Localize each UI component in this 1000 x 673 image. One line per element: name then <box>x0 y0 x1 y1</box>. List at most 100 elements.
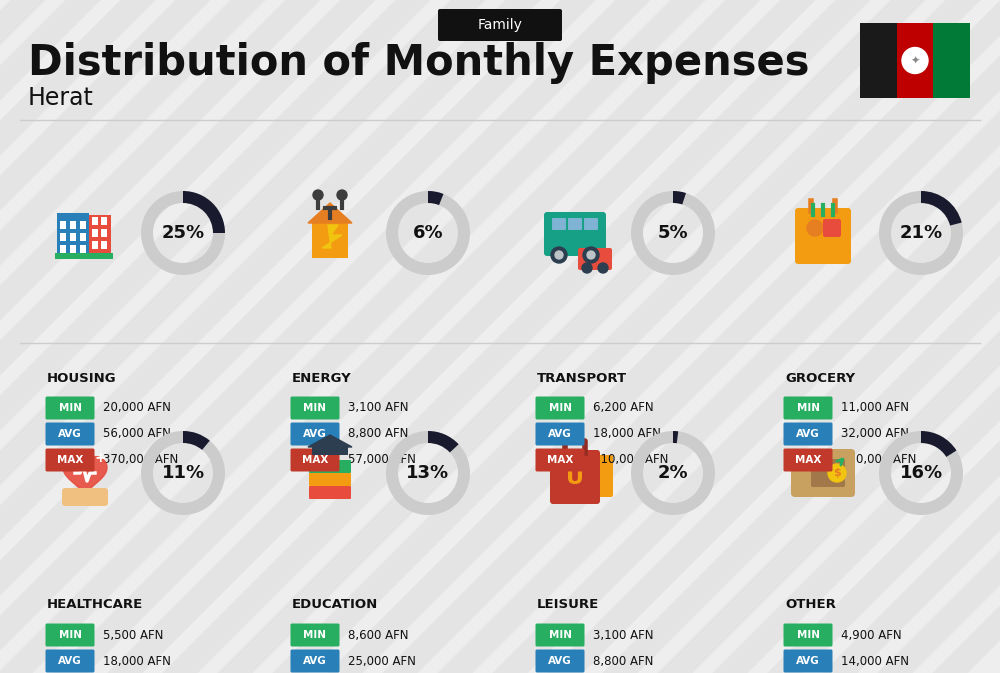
Text: 18,000 AFN: 18,000 AFN <box>593 427 661 441</box>
Text: 6,200 AFN: 6,200 AFN <box>593 402 654 415</box>
FancyBboxPatch shape <box>536 623 584 647</box>
Text: 16%: 16% <box>899 464 943 482</box>
FancyBboxPatch shape <box>89 215 111 253</box>
FancyBboxPatch shape <box>290 649 340 672</box>
FancyBboxPatch shape <box>55 253 113 259</box>
Text: 56,000 AFN: 56,000 AFN <box>103 427 171 441</box>
Text: 8,600 AFN: 8,600 AFN <box>348 629 409 641</box>
FancyBboxPatch shape <box>811 459 845 487</box>
Text: MIN: MIN <box>796 630 820 640</box>
Text: MIN: MIN <box>548 630 572 640</box>
Circle shape <box>583 247 599 263</box>
Wedge shape <box>428 191 443 205</box>
FancyBboxPatch shape <box>860 23 897 98</box>
FancyBboxPatch shape <box>309 473 351 486</box>
Circle shape <box>582 263 592 273</box>
Text: HOUSING: HOUSING <box>47 371 117 384</box>
Polygon shape <box>322 225 342 248</box>
Text: Herat: Herat <box>28 86 94 110</box>
Text: ENERGY: ENERGY <box>292 371 352 384</box>
Text: 25%: 25% <box>161 224 205 242</box>
FancyBboxPatch shape <box>290 423 340 446</box>
Text: 11%: 11% <box>161 464 205 482</box>
Text: AVG: AVG <box>303 429 327 439</box>
FancyBboxPatch shape <box>536 448 584 472</box>
FancyBboxPatch shape <box>290 396 340 419</box>
Text: OTHER: OTHER <box>785 598 836 612</box>
Text: 13%: 13% <box>406 464 450 482</box>
FancyBboxPatch shape <box>80 221 86 229</box>
Text: 5%: 5% <box>658 224 688 242</box>
FancyBboxPatch shape <box>784 396 832 419</box>
FancyBboxPatch shape <box>784 423 832 446</box>
Wedge shape <box>141 431 225 515</box>
FancyBboxPatch shape <box>552 218 566 230</box>
Wedge shape <box>183 431 210 450</box>
FancyBboxPatch shape <box>46 623 94 647</box>
Text: AVG: AVG <box>58 656 82 666</box>
FancyBboxPatch shape <box>784 448 832 472</box>
FancyBboxPatch shape <box>897 23 933 98</box>
Text: 21%: 21% <box>899 224 943 242</box>
FancyBboxPatch shape <box>101 241 107 249</box>
Text: AVG: AVG <box>548 429 572 439</box>
Text: 11,000 AFN: 11,000 AFN <box>841 402 909 415</box>
Circle shape <box>313 190 323 200</box>
Text: AVG: AVG <box>303 656 327 666</box>
FancyBboxPatch shape <box>70 233 76 241</box>
Text: MIN: MIN <box>548 403 572 413</box>
Wedge shape <box>183 191 225 233</box>
Text: MAX: MAX <box>795 455 821 465</box>
Text: 5,500 AFN: 5,500 AFN <box>103 629 163 641</box>
Text: Family: Family <box>478 18 522 32</box>
Text: 370,000 AFN: 370,000 AFN <box>103 454 178 466</box>
FancyBboxPatch shape <box>536 396 584 419</box>
Text: Distribution of Monthly Expenses: Distribution of Monthly Expenses <box>28 42 810 84</box>
FancyBboxPatch shape <box>438 9 562 41</box>
Wedge shape <box>386 431 470 515</box>
FancyBboxPatch shape <box>584 218 598 230</box>
Text: AVG: AVG <box>58 429 82 439</box>
FancyBboxPatch shape <box>80 233 86 241</box>
Wedge shape <box>673 191 686 205</box>
Text: EDUCATION: EDUCATION <box>292 598 378 612</box>
FancyBboxPatch shape <box>823 219 841 237</box>
Text: AVG: AVG <box>548 656 572 666</box>
Text: 8,800 AFN: 8,800 AFN <box>348 427 408 441</box>
FancyBboxPatch shape <box>581 455 613 497</box>
Text: 210,000 AFN: 210,000 AFN <box>841 454 916 466</box>
Wedge shape <box>921 191 962 225</box>
Text: MIN: MIN <box>304 403 326 413</box>
FancyBboxPatch shape <box>60 233 66 241</box>
Wedge shape <box>631 431 715 515</box>
FancyBboxPatch shape <box>309 486 351 499</box>
Text: 18,000 AFN: 18,000 AFN <box>103 655 171 668</box>
Text: GROCERY: GROCERY <box>785 371 855 384</box>
Text: LEISURE: LEISURE <box>537 598 599 612</box>
FancyBboxPatch shape <box>784 649 832 672</box>
FancyBboxPatch shape <box>92 241 98 249</box>
Wedge shape <box>879 191 963 275</box>
FancyBboxPatch shape <box>92 217 98 225</box>
Text: 3,100 AFN: 3,100 AFN <box>348 402 409 415</box>
Wedge shape <box>879 431 963 515</box>
Text: MAX: MAX <box>547 455 573 465</box>
FancyBboxPatch shape <box>568 218 582 230</box>
FancyBboxPatch shape <box>290 448 340 472</box>
FancyBboxPatch shape <box>933 23 970 98</box>
FancyBboxPatch shape <box>46 396 94 419</box>
Circle shape <box>551 247 567 263</box>
FancyBboxPatch shape <box>80 245 86 253</box>
FancyBboxPatch shape <box>312 447 348 455</box>
FancyBboxPatch shape <box>62 488 108 506</box>
FancyBboxPatch shape <box>101 217 107 225</box>
FancyBboxPatch shape <box>46 448 94 472</box>
FancyBboxPatch shape <box>46 649 94 672</box>
FancyBboxPatch shape <box>70 221 76 229</box>
Circle shape <box>902 48 928 73</box>
Circle shape <box>807 220 823 236</box>
Text: AVG: AVG <box>796 656 820 666</box>
Text: MIN: MIN <box>304 630 326 640</box>
Wedge shape <box>141 191 225 275</box>
Text: TRANSPORT: TRANSPORT <box>537 371 627 384</box>
